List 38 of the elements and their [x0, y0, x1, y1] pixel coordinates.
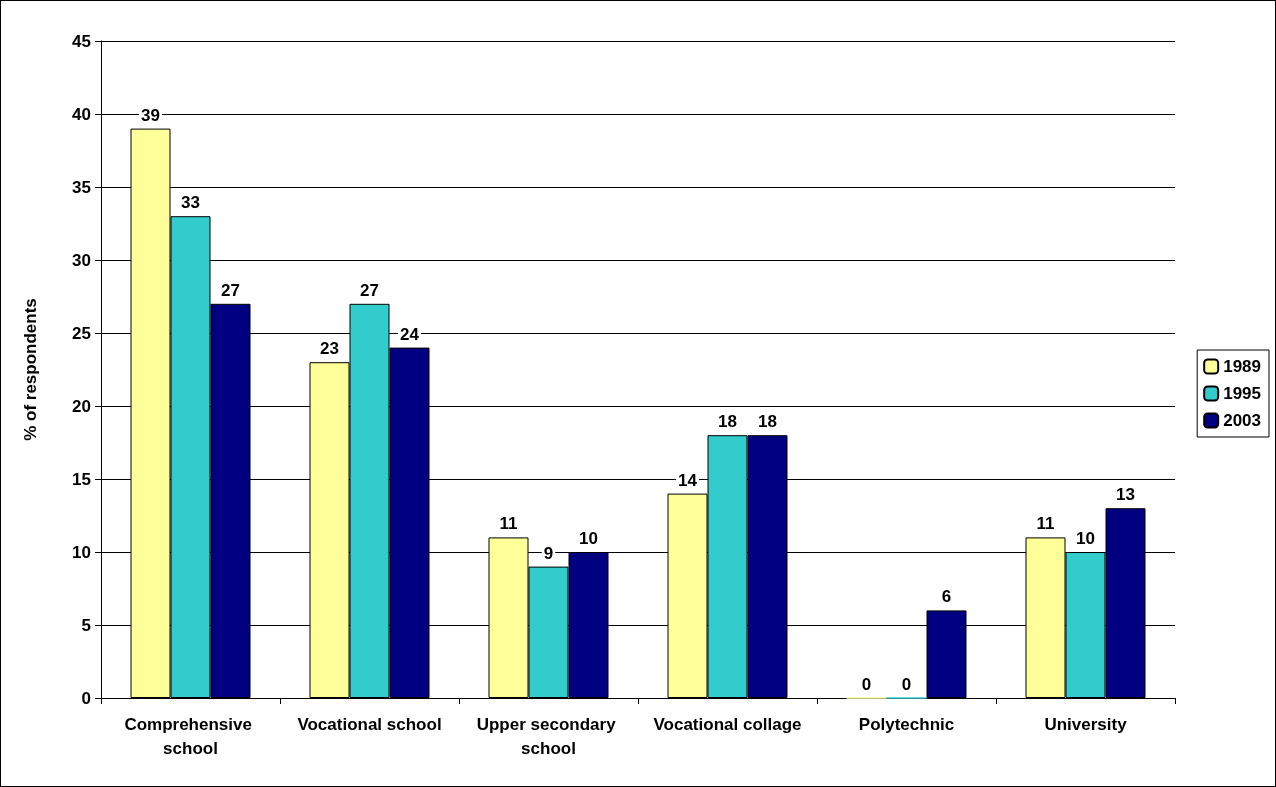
data-label: 24 — [400, 324, 420, 344]
y-tick-label: 35 — [72, 177, 91, 197]
y-tick-label: 20 — [72, 396, 91, 416]
y-tick-label: 5 — [81, 615, 91, 635]
x-tick-label: Upper secondary school — [476, 714, 621, 758]
data-label: 10 — [1076, 529, 1095, 548]
data-label: 18 — [758, 412, 777, 432]
data-label: 9 — [543, 543, 554, 563]
y-tick-label: 15 — [72, 469, 91, 489]
y-tick-label: 30 — [72, 250, 91, 270]
data-label: 0 — [901, 674, 912, 694]
data-label: 27 — [221, 280, 240, 300]
x-tick-label: Polytechnic — [858, 714, 955, 734]
x-tick-label: Vocational school — [297, 714, 442, 734]
data-label: 14 — [678, 470, 698, 490]
legend-label: 1989 — [1223, 357, 1262, 376]
data-label: 11 — [1036, 514, 1055, 534]
y-axis-title: % of respondents — [21, 298, 40, 441]
data-label: 13 — [1116, 485, 1135, 505]
x-tick-label: Comprehensive school — [124, 714, 257, 758]
data-label: 39 — [141, 105, 160, 125]
y-tick-label: 25 — [72, 323, 91, 343]
data-label: 10 — [579, 529, 598, 548]
data-label: 6 — [941, 587, 952, 607]
data-label: 0 — [861, 674, 872, 694]
x-tick-label: University — [1044, 714, 1128, 734]
data-label: 11 — [499, 514, 518, 534]
legend-label: 2003 — [1223, 411, 1262, 430]
data-label: 27 — [360, 280, 379, 300]
legend-label: 1995 — [1223, 384, 1262, 403]
y-tick-label: 45 — [72, 31, 91, 51]
y-tick-label: 40 — [72, 104, 91, 124]
data-label: 33 — [181, 193, 200, 213]
y-tick-label: 10 — [72, 542, 91, 562]
y-tick-label: 0 — [81, 688, 91, 708]
data-label: 18 — [718, 412, 737, 432]
data-label: 23 — [320, 339, 339, 359]
x-tick-label: Vocational collage — [653, 714, 802, 734]
